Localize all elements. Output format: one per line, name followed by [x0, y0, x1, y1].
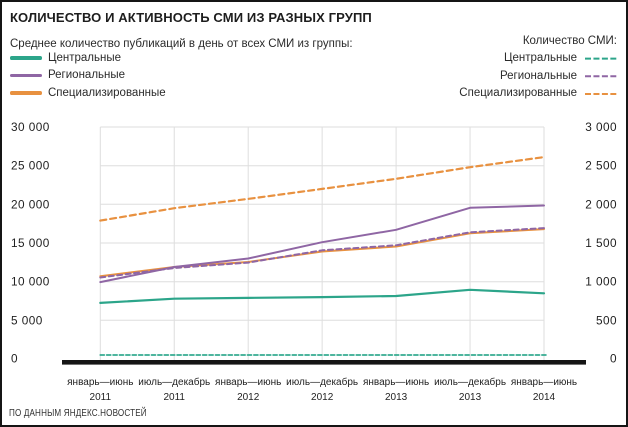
- svg-text:30 000: 30 000: [11, 120, 50, 134]
- svg-text:2012: 2012: [237, 392, 260, 403]
- svg-text:2013: 2013: [385, 392, 408, 403]
- svg-text:20 000: 20 000: [11, 197, 50, 211]
- svg-text:2014: 2014: [533, 392, 556, 403]
- svg-text:2012: 2012: [311, 392, 334, 403]
- svg-text:2011: 2011: [90, 392, 112, 403]
- svg-text:июль—декабрь: июль—декабрь: [286, 376, 358, 388]
- svg-text:0: 0: [11, 352, 18, 366]
- svg-text:0: 0: [610, 352, 617, 366]
- svg-text:июль—декабрь: июль—декабрь: [434, 376, 506, 388]
- svg-text:15 000: 15 000: [11, 236, 50, 250]
- svg-text:январь—июнь: январь—июнь: [215, 377, 281, 388]
- svg-text:июль—декабрь: июль—декабрь: [138, 376, 210, 388]
- svg-text:2 000: 2 000: [585, 197, 617, 211]
- svg-text:1 000: 1 000: [585, 275, 617, 289]
- svg-text:январь—июнь: январь—июнь: [67, 377, 133, 388]
- svg-text:5 000: 5 000: [11, 313, 43, 327]
- svg-text:январь—июнь: январь—июнь: [511, 377, 577, 388]
- svg-text:2 500: 2 500: [585, 159, 617, 173]
- svg-text:2011: 2011: [163, 392, 185, 403]
- svg-text:1 500: 1 500: [585, 236, 617, 250]
- svg-text:500: 500: [596, 313, 617, 327]
- svg-text:январь—июнь: январь—июнь: [363, 377, 429, 388]
- svg-text:25 000: 25 000: [11, 159, 50, 173]
- svg-text:10 000: 10 000: [11, 275, 50, 289]
- svg-text:3 000: 3 000: [585, 120, 617, 134]
- svg-text:2013: 2013: [459, 392, 482, 403]
